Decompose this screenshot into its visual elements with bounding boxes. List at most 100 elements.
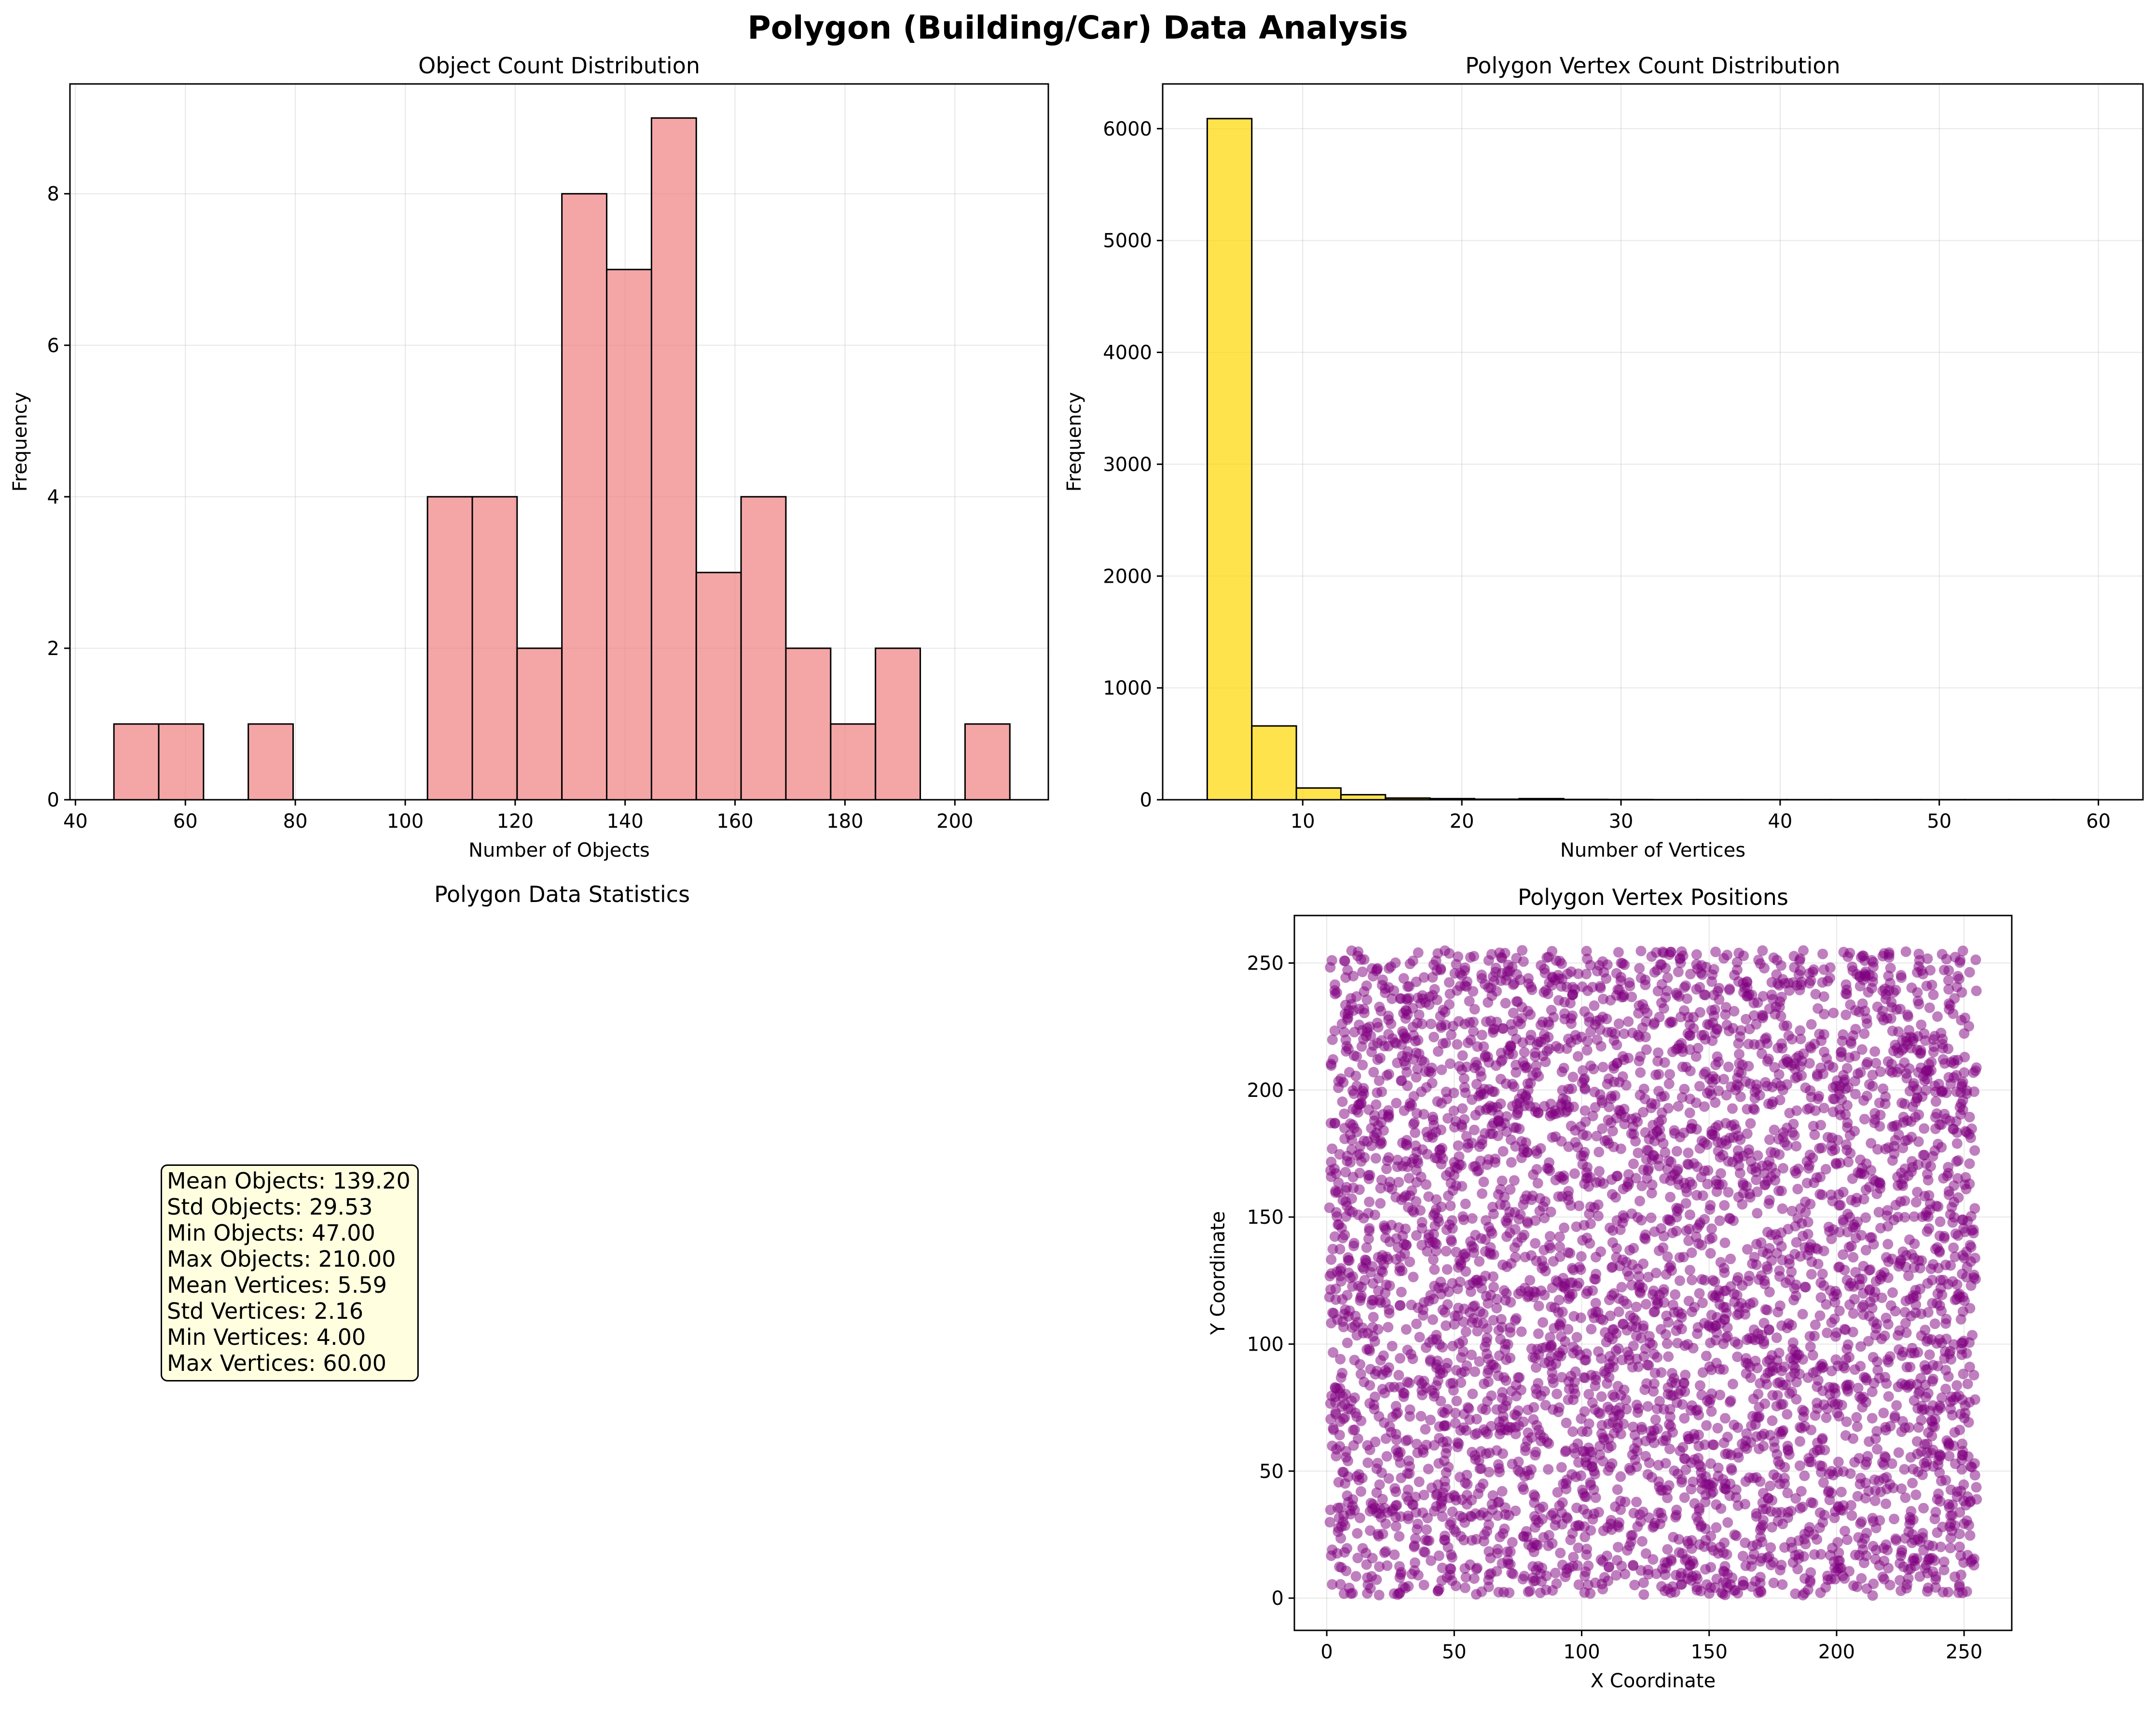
scatter-point: [1771, 1078, 1782, 1089]
scatter-point: [1478, 1318, 1489, 1329]
scatter-point: [1558, 1174, 1569, 1185]
scatter-point: [1519, 1047, 1530, 1058]
scatter-point: [1579, 1571, 1590, 1582]
scatter-point: [1338, 1510, 1349, 1521]
scatter-point: [1951, 1138, 1963, 1149]
scatter-point: [1520, 1063, 1531, 1074]
scatter-point: [1504, 1587, 1515, 1598]
scatter-point: [1922, 1226, 1933, 1237]
scatter-point: [1703, 1165, 1714, 1176]
scatter-point: [1649, 1017, 1660, 1028]
scatter-point: [1484, 1448, 1495, 1458]
histogram-bar: [113, 723, 160, 801]
scatter-point: [1437, 1562, 1448, 1573]
histogram-bar: [830, 723, 877, 801]
scatter-point: [1767, 1390, 1778, 1401]
scatter-point: [1959, 1052, 1970, 1063]
scatter-point: [1580, 1491, 1592, 1503]
scatter-point: [1837, 1505, 1848, 1516]
scatter-point: [1964, 967, 1975, 978]
scatter-point: [1714, 983, 1725, 994]
histogram-bar: [1251, 725, 1297, 801]
scatter-point: [1478, 1176, 1489, 1188]
axes-title: Polygon Vertex Positions: [1518, 884, 1788, 910]
scatter-point: [1594, 1176, 1606, 1187]
scatter-point: [1544, 1043, 1555, 1054]
scatter-point: [1535, 1020, 1546, 1030]
scatter-point: [1795, 1203, 1806, 1214]
scatter-point: [1751, 1019, 1762, 1030]
scatter-point: [1855, 1154, 1866, 1165]
scatter-point: [1394, 1561, 1405, 1572]
scatter-point: [1611, 1570, 1622, 1581]
scatter-point: [1329, 1231, 1340, 1242]
scatter-point: [1420, 1424, 1431, 1435]
scatter-point: [1447, 1378, 1458, 1389]
x-axis-label: Number of Objects: [468, 839, 650, 861]
scatter-point: [1807, 1152, 1818, 1163]
scatter-point: [1889, 1121, 1900, 1132]
scatter-point: [1699, 1137, 1710, 1148]
x-tick-label: 10: [1291, 810, 1315, 833]
scatter-point: [1910, 1307, 1921, 1318]
x-tick-label: 100: [1563, 1641, 1600, 1663]
scatter-point: [1764, 1286, 1775, 1298]
scatter-point: [1649, 1226, 1660, 1237]
scatter-point: [1840, 1381, 1852, 1392]
scatter-point: [1512, 1465, 1524, 1476]
scatter-point: [1826, 1132, 1838, 1143]
scatter-point: [1664, 1443, 1675, 1454]
scatter-point: [1352, 1552, 1363, 1563]
scatter-point: [1602, 959, 1613, 970]
scatter-point: [1607, 1126, 1618, 1136]
scatter-point: [1783, 1507, 1794, 1518]
scatter-point: [1447, 1506, 1458, 1518]
scatter-point: [1884, 1580, 1895, 1590]
scatter-point: [1586, 1324, 1597, 1335]
scatter-point: [1441, 1086, 1452, 1097]
scatter-point: [1813, 1091, 1825, 1102]
scatter-point: [1418, 1490, 1429, 1501]
scatter-point: [1821, 1053, 1832, 1064]
scatter-point: [1530, 1522, 1541, 1533]
scatter-point: [1876, 1292, 1887, 1303]
scatter-point: [1496, 975, 1507, 986]
scatter-point: [1395, 1353, 1406, 1364]
scatter-point: [1718, 1437, 1730, 1449]
scatter-point: [1607, 1189, 1618, 1200]
scatter-point: [1481, 1104, 1492, 1115]
scatter-point: [1814, 1507, 1826, 1518]
scatter-point: [1433, 1046, 1443, 1057]
scatter-point: [1954, 1507, 1965, 1518]
x-tick-label: 0: [1320, 1641, 1332, 1663]
scatter-point: [1631, 1330, 1642, 1341]
scatter-point: [1675, 1571, 1686, 1582]
scatter-point: [1554, 1043, 1565, 1054]
scatter-point: [1476, 973, 1487, 984]
scatter-point: [1710, 1059, 1721, 1070]
scatter-point: [1492, 1294, 1503, 1305]
scatter-point: [1659, 1173, 1670, 1184]
scatter-point: [1440, 945, 1451, 956]
scatter-point: [1968, 1228, 1979, 1239]
stat-line: Mean Objects: 139.20: [167, 1168, 411, 1194]
scatter-point: [1878, 1083, 1889, 1094]
scatter-point: [1425, 1414, 1436, 1425]
scatter-point: [1476, 1275, 1487, 1286]
scatter-point: [1879, 1556, 1890, 1566]
scatter-point: [1608, 1411, 1619, 1422]
scatter-point: [1638, 1589, 1649, 1600]
scatter-point: [1686, 1122, 1697, 1134]
scatter-point: [1697, 1298, 1708, 1309]
scatter-point: [1852, 1581, 1863, 1592]
scatter-point: [1806, 1019, 1817, 1030]
scatter-point: [1893, 1180, 1904, 1191]
scatter-point: [1778, 1163, 1789, 1174]
scatter-point: [1762, 1227, 1773, 1238]
scatter-point: [1815, 1292, 1826, 1303]
scatter-point: [1509, 1081, 1520, 1092]
scatter-point: [1634, 1090, 1646, 1101]
scatter-point: [1725, 1253, 1736, 1264]
x-tick-label: 200: [1818, 1641, 1855, 1663]
scatter-point: [1563, 1247, 1574, 1258]
